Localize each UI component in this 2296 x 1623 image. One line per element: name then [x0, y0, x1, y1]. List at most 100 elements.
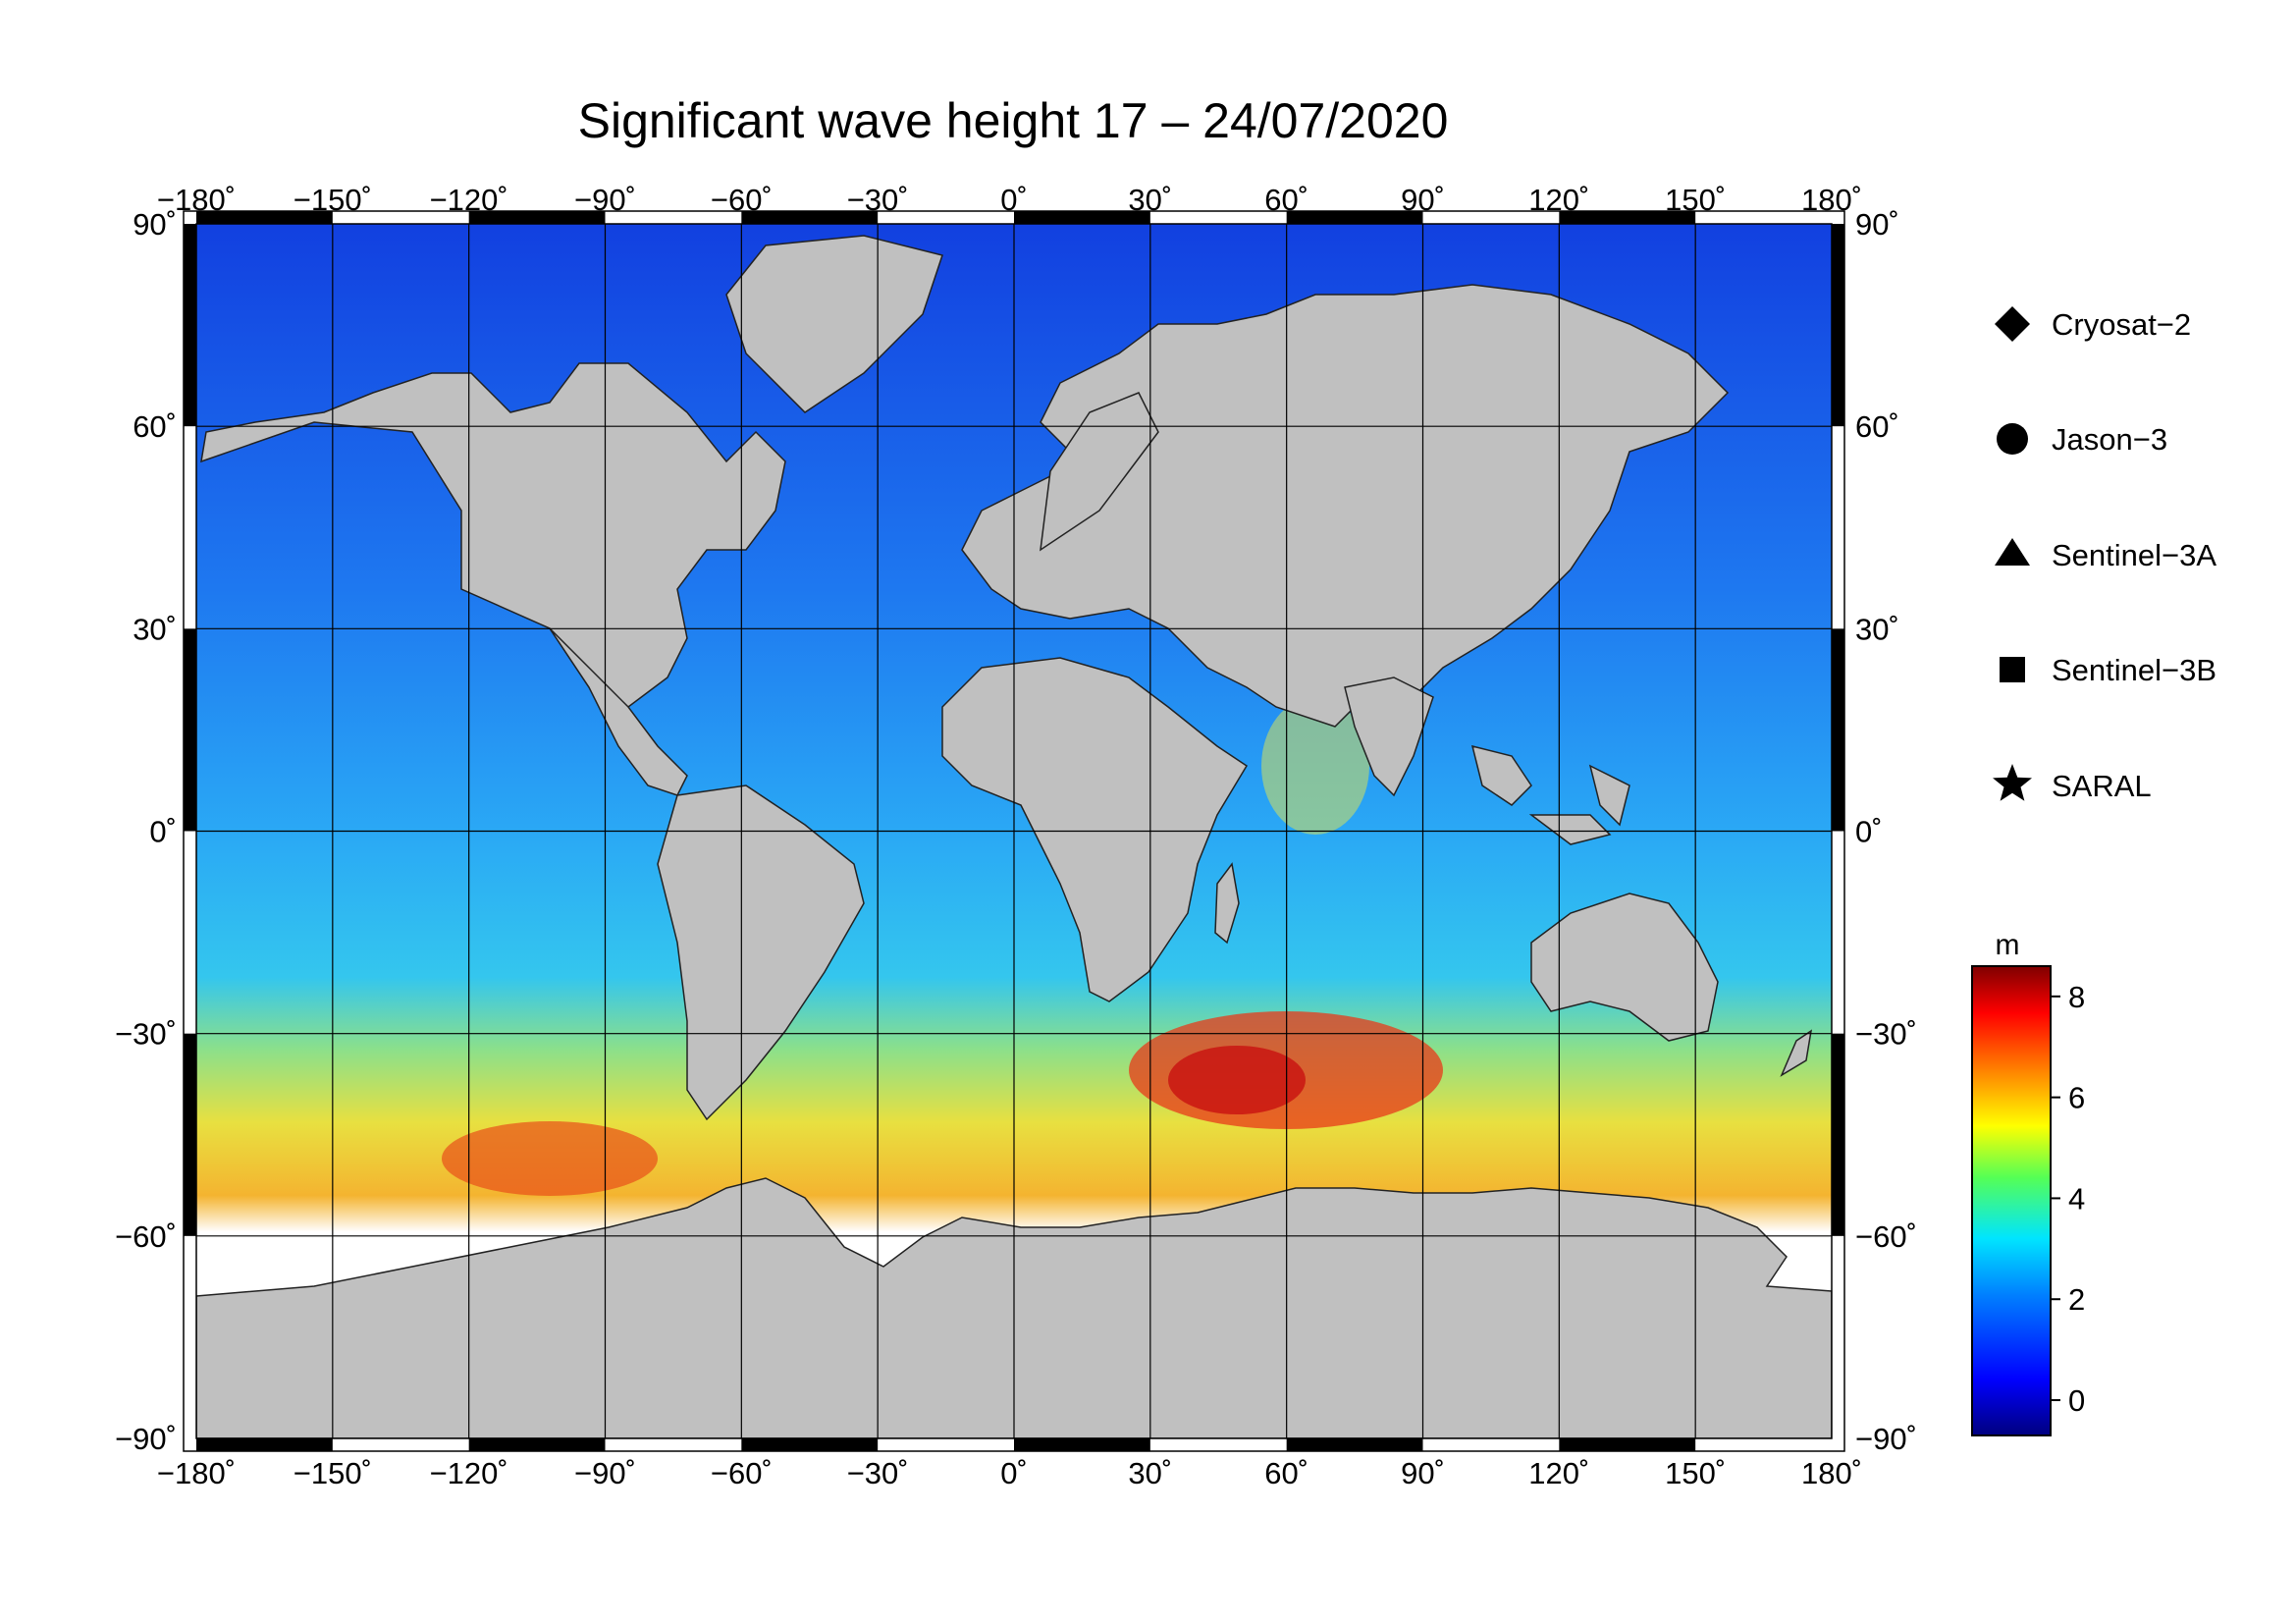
land-north-america	[200, 362, 786, 708]
longitude-tick-label: −180˚	[157, 1456, 236, 1490]
frame-block	[1014, 1438, 1150, 1451]
legend-item-jason: Jason−3	[1997, 422, 2167, 457]
longitude-tick-label: 150˚	[1665, 1456, 1726, 1490]
longitude-tick-label: −120˚	[430, 183, 508, 217]
frame-block	[468, 211, 606, 224]
longitude-tick-label: −150˚	[294, 1456, 372, 1490]
longitude-tick-label: 180˚	[1801, 1456, 1862, 1490]
frame-block	[1559, 1438, 1696, 1451]
map-panel	[196, 224, 1832, 1438]
latitude-tick-label: −60˚	[1855, 1219, 1917, 1254]
colorbar-tick-label: 2	[2068, 1282, 2085, 1317]
frame-block	[1832, 224, 1844, 427]
latitude-tick-label: 0˚	[1855, 815, 1883, 849]
high-wave-zones	[442, 697, 1443, 1196]
frame-block	[741, 1438, 879, 1451]
longitude-tick-label: 180˚	[1801, 183, 1862, 217]
longitude-tick-label: −30˚	[847, 183, 909, 217]
frame-block	[184, 628, 196, 832]
longitude-tick-label: 90˚	[1401, 1456, 1445, 1490]
longitude-tick-label: −90˚	[574, 183, 636, 217]
colorbar-tick-label: 0	[2068, 1383, 2085, 1418]
graticule	[196, 224, 1832, 1438]
longitude-tick-label: −60˚	[711, 183, 773, 217]
longitude-tick-label: −180˚	[157, 183, 236, 217]
legend-item-cryosat: Cryosat−2	[1995, 306, 2191, 342]
frame-block	[1832, 628, 1844, 832]
longitude-tick-label: 90˚	[1401, 183, 1445, 217]
frame-block	[1286, 211, 1423, 224]
latitude-tick-label: −30˚	[115, 1017, 177, 1052]
star-icon	[1993, 764, 2032, 801]
longitude-tick-label: 120˚	[1528, 183, 1589, 217]
land-eurasia	[961, 284, 1730, 728]
longitude-tick-label: 30˚	[1128, 183, 1172, 217]
longitude-tick-label: 120˚	[1528, 1456, 1589, 1490]
high-wave-zone-south-pacific	[442, 1121, 658, 1196]
latitude-tick-label: 90˚	[1855, 207, 1899, 242]
colorbar-tick-label: 8	[2068, 980, 2085, 1014]
frame-block	[1559, 211, 1696, 224]
land-india	[1344, 676, 1434, 797]
frame-block	[1286, 1438, 1423, 1451]
diamond-icon	[1995, 306, 2030, 342]
longitude-labels-bottom: −180˚ −150˚ −120˚ −90˚ −60˚ −30˚ 0˚ 30˚ 60˚ 90˚ 12…	[157, 1456, 1862, 1490]
colorbar-tick-label: 6	[2068, 1081, 2085, 1115]
land-southeast-asia-islands	[1470, 744, 1630, 845]
frame-block	[468, 1438, 606, 1451]
longitude-tick-label: 60˚	[1264, 1456, 1308, 1490]
land-new-zealand	[1780, 1029, 1813, 1077]
longitude-tick-label: 0˚	[1000, 183, 1028, 217]
frame-block	[184, 224, 196, 427]
land-australia	[1530, 893, 1719, 1042]
moderate-wave-zone-arabian-sea	[1261, 697, 1369, 835]
colorbar-ticks: 8 6 4 2 0	[2051, 980, 2085, 1418]
frame-block	[741, 211, 879, 224]
latitude-labels-left: 90˚ 60˚ 30˚ 0˚ −30˚ −60˚ −90˚	[115, 207, 177, 1456]
longitude-tick-label: 150˚	[1665, 183, 1726, 217]
circle-icon	[1997, 423, 2028, 455]
longitude-tick-label: −90˚	[574, 1456, 636, 1490]
longitude-tick-label: 0˚	[1000, 1456, 1028, 1490]
latitude-tick-label: −90˚	[115, 1422, 177, 1456]
frame-block	[196, 211, 333, 224]
land-africa	[941, 657, 1249, 1002]
latitude-tick-label: −30˚	[1855, 1017, 1917, 1052]
satellite-legend: Cryosat−2 Jason−3 Sentinel−3A Sentinel−3…	[1993, 306, 2216, 803]
longitude-tick-label: 60˚	[1264, 183, 1308, 217]
longitude-tick-label: −60˚	[711, 1456, 773, 1490]
latitude-tick-label: −60˚	[115, 1219, 177, 1254]
legend-label: Jason−3	[2052, 422, 2167, 457]
map-frame	[183, 210, 1845, 1452]
legend-label: Sentinel−3A	[2052, 538, 2216, 572]
legend-item-sentinel-3b: Sentinel−3B	[2000, 653, 2216, 687]
frame-block	[1832, 1033, 1844, 1236]
latitude-tick-label: −90˚	[1855, 1422, 1917, 1456]
frame-block	[184, 1033, 196, 1236]
land-scandinavia	[1040, 392, 1159, 552]
legend-item-saral: SARAL	[1993, 764, 2152, 803]
longitude-tick-label: 30˚	[1128, 1456, 1172, 1490]
legend-label: Cryosat−2	[2052, 307, 2191, 342]
latitude-tick-label: 30˚	[1855, 612, 1899, 646]
square-icon	[2000, 657, 2025, 682]
map-title: Significant wave height 17 – 24/07/2020	[578, 93, 1449, 148]
legend-item-sentinel-3a: Sentinel−3A	[1995, 538, 2216, 572]
longitude-tick-label: −120˚	[430, 1456, 508, 1490]
latitude-tick-label: 90˚	[133, 207, 177, 242]
latitude-tick-label: 30˚	[133, 612, 177, 646]
latitude-tick-label: 0˚	[149, 815, 177, 849]
colorbar-unit: m	[1996, 929, 2020, 961]
longitude-labels-top: −180˚ −150˚ −120˚ −90˚ −60˚ −30˚ 0˚ 30˚ 60˚ 90˚ 12…	[157, 183, 1862, 217]
triangle-icon	[1995, 538, 2030, 566]
latitude-tick-label: 60˚	[1855, 409, 1899, 444]
latitude-tick-label: 60˚	[133, 409, 177, 444]
frame-block	[1014, 211, 1150, 224]
high-wave-zone-indian-core	[1168, 1046, 1306, 1114]
longitude-tick-label: −150˚	[294, 183, 372, 217]
land-madagascar	[1214, 862, 1240, 945]
latitude-labels-right: 90˚ 60˚ 30˚ 0˚ −30˚ −60˚ −90˚	[1855, 207, 1917, 1456]
longitude-tick-label: −30˚	[847, 1456, 909, 1490]
land-greenland	[725, 235, 943, 413]
